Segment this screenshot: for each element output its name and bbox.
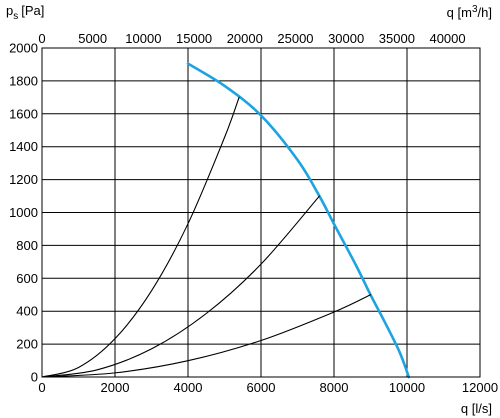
y-tick-label: 1200	[9, 172, 38, 187]
top-x-tick-label: 30000	[328, 31, 364, 46]
top-x-tick-label: 20000	[227, 31, 263, 46]
top-x-axis-label-main: q [m	[447, 5, 472, 20]
fan-curve-line	[186, 62, 411, 379]
y-tick-label: 800	[16, 238, 38, 253]
x-tick-label: 0	[38, 380, 45, 395]
y-tick-label: 1600	[9, 106, 38, 121]
top-x-tick-label: 0	[38, 31, 45, 46]
y-tick-label: 600	[16, 271, 38, 286]
system-curve-line-1	[41, 96, 240, 378]
y-axis-label-symbol: p	[6, 3, 13, 18]
y-tick-label: 1800	[9, 73, 38, 88]
x-tick-label: 10000	[389, 380, 425, 395]
x-tick-label: 12000	[462, 380, 498, 395]
top-x-tick-label: 10000	[125, 31, 161, 46]
grid	[41, 47, 481, 378]
top-x-axis-label: q [m3/h]	[447, 4, 492, 20]
y-tick-label: 1400	[9, 139, 38, 154]
y-tick-label: 1000	[9, 205, 38, 220]
plot-frame	[41, 47, 481, 378]
x-tick-label: 4000	[174, 380, 203, 395]
series-layer	[41, 62, 411, 379]
top-x-axis-label-unit: /h]	[478, 5, 492, 20]
y-axis-label: ps [Pa]	[6, 3, 44, 22]
x-tick-label: 8000	[320, 380, 349, 395]
y-tick-label: 2000	[9, 41, 38, 56]
top-x-tick-label: 35000	[379, 31, 415, 46]
top-x-tick-label: 40000	[429, 31, 465, 46]
y-tick-label: 200	[16, 337, 38, 352]
top-x-tick-label: 25000	[277, 31, 313, 46]
system-curve-line-2	[41, 195, 320, 378]
x-axis-label: q [l/s]	[461, 401, 492, 416]
x-tick-label: 6000	[247, 380, 276, 395]
top-x-tick-label: 15000	[176, 31, 212, 46]
x-tick-label: 2000	[101, 380, 130, 395]
top-x-axis-label-superscript: 3	[472, 4, 478, 15]
tick-labels: 0 2000 4000 6000 8000 10000 120000200400600800…	[9, 31, 498, 395]
y-axis-label-subscript: s	[13, 11, 18, 22]
y-tick-label: 400	[16, 304, 38, 319]
system-curve-line-3	[41, 294, 372, 378]
y-axis-label-unit: [Pa]	[21, 3, 44, 18]
y-tick-label: 0	[31, 370, 38, 385]
top-x-tick-label: 5000	[78, 31, 107, 46]
